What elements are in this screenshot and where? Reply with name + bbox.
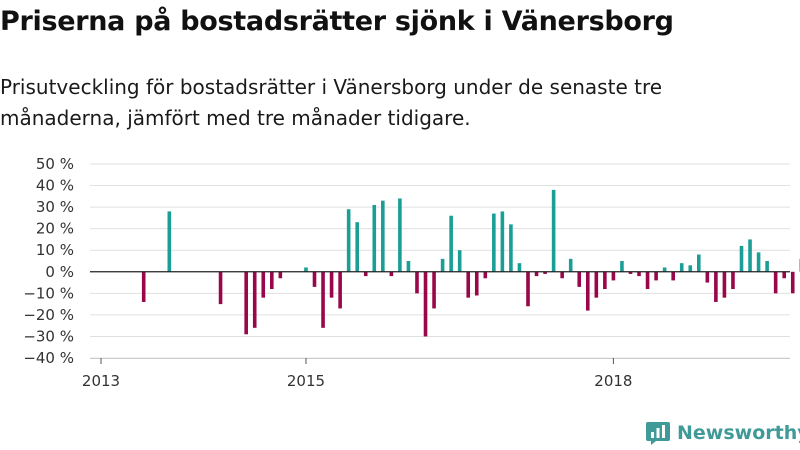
bar bbox=[415, 271, 419, 294]
bar bbox=[278, 271, 283, 279]
y-tick-label: −30 % bbox=[23, 327, 74, 345]
bar bbox=[321, 271, 325, 328]
bar bbox=[432, 271, 436, 309]
bar bbox=[594, 271, 599, 298]
bar bbox=[167, 211, 172, 272]
bar bbox=[739, 245, 744, 272]
bar bbox=[509, 224, 513, 272]
bar bbox=[252, 271, 257, 328]
bar bbox=[697, 254, 701, 272]
bar bbox=[560, 271, 564, 279]
bar bbox=[423, 271, 428, 337]
x-axis: 201320152018202020232025 bbox=[82, 271, 800, 390]
bar bbox=[312, 271, 317, 287]
bar bbox=[577, 271, 582, 287]
y-tick-label: 40 % bbox=[36, 177, 74, 195]
bar bbox=[398, 198, 402, 272]
bar bbox=[551, 189, 556, 272]
x-tick-label: 2013 bbox=[82, 372, 120, 390]
bar bbox=[406, 261, 411, 272]
newsworthy-logo-icon bbox=[646, 422, 670, 445]
bar bbox=[526, 271, 530, 307]
bar bbox=[270, 271, 274, 290]
bar bbox=[304, 267, 308, 272]
bar bbox=[543, 271, 547, 274]
y-tick-label: 30 % bbox=[36, 198, 74, 216]
bar bbox=[355, 222, 359, 272]
bar bbox=[389, 271, 394, 277]
bar bbox=[722, 271, 727, 298]
bar bbox=[585, 271, 590, 311]
bar bbox=[329, 271, 334, 298]
x-tick-label: 2018 bbox=[594, 372, 632, 390]
newsworthy-logo: Newsworthy bbox=[645, 420, 800, 446]
bar bbox=[517, 263, 522, 272]
bar bbox=[654, 271, 658, 281]
bar bbox=[449, 215, 453, 272]
y-axis-tick-labels: 50 % 40 % 30 % 20 % 10 % 0 % −10 % −20 % −30 % −4… bbox=[23, 155, 74, 367]
y-tick-label: 20 % bbox=[36, 220, 74, 238]
bar bbox=[372, 204, 377, 272]
bar bbox=[679, 263, 684, 272]
bar bbox=[141, 271, 146, 302]
bar bbox=[756, 252, 761, 272]
bar bbox=[483, 271, 488, 279]
bar bbox=[474, 271, 479, 296]
bar bbox=[611, 271, 616, 281]
bar bbox=[688, 265, 693, 272]
bar bbox=[500, 211, 505, 272]
bar bbox=[645, 271, 650, 290]
bar bbox=[620, 261, 624, 272]
bar bbox=[457, 250, 462, 272]
bar bbox=[731, 271, 735, 290]
bar bbox=[492, 213, 496, 272]
y-tick-label: 0 % bbox=[45, 263, 74, 281]
bar bbox=[381, 200, 385, 272]
brand-name: Newsworthy bbox=[677, 422, 800, 444]
bar bbox=[628, 271, 633, 274]
bar bbox=[466, 271, 471, 298]
bar bbox=[603, 271, 607, 290]
bar bbox=[244, 271, 248, 335]
y-tick-label: 10 % bbox=[36, 241, 74, 259]
bar bbox=[748, 239, 752, 272]
bars bbox=[141, 189, 800, 337]
bar bbox=[534, 271, 539, 277]
y-tick-label: −20 % bbox=[23, 306, 74, 324]
bar bbox=[714, 271, 718, 302]
x-tick-label: 2015 bbox=[287, 372, 325, 390]
bar bbox=[363, 271, 368, 277]
y-tick-label: 50 % bbox=[36, 155, 74, 173]
bar bbox=[705, 271, 710, 283]
bar bbox=[790, 271, 795, 294]
y-tick-label: −40 % bbox=[23, 349, 74, 367]
bar bbox=[261, 271, 266, 298]
chart-title: Priserna på bostadsrätter sjönk i Väners… bbox=[0, 6, 674, 37]
bar bbox=[773, 271, 778, 294]
bar bbox=[765, 261, 769, 272]
bar bbox=[568, 258, 573, 272]
chart-subtitle: Prisutveckling för bostadsrätter i Väner… bbox=[0, 75, 663, 130]
grid-lines bbox=[90, 163, 790, 359]
bar bbox=[346, 209, 351, 272]
bar bbox=[218, 271, 223, 305]
bar bbox=[637, 271, 641, 277]
bar bbox=[782, 271, 786, 279]
bar bbox=[338, 271, 342, 309]
bar bbox=[662, 267, 667, 272]
bar bbox=[671, 271, 675, 281]
bar bbox=[440, 258, 445, 272]
y-tick-label: −10 % bbox=[23, 284, 74, 302]
